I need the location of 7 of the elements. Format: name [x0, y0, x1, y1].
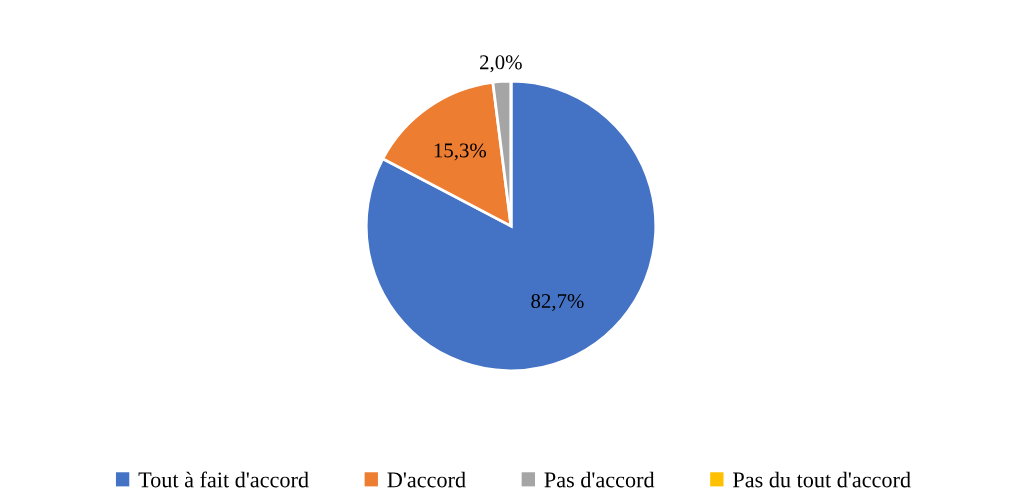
data-label: 82,7% [531, 294, 584, 312]
data-label: 2,0% [480, 55, 522, 73]
legend-label: D'accord [387, 471, 466, 488]
legend-label: Tout à fait d'accord [138, 471, 309, 488]
legend-label: Pas d'accord [544, 471, 655, 488]
legend-label: Pas du tout d'accord [733, 471, 911, 488]
data-label: 15,3% [434, 143, 487, 161]
